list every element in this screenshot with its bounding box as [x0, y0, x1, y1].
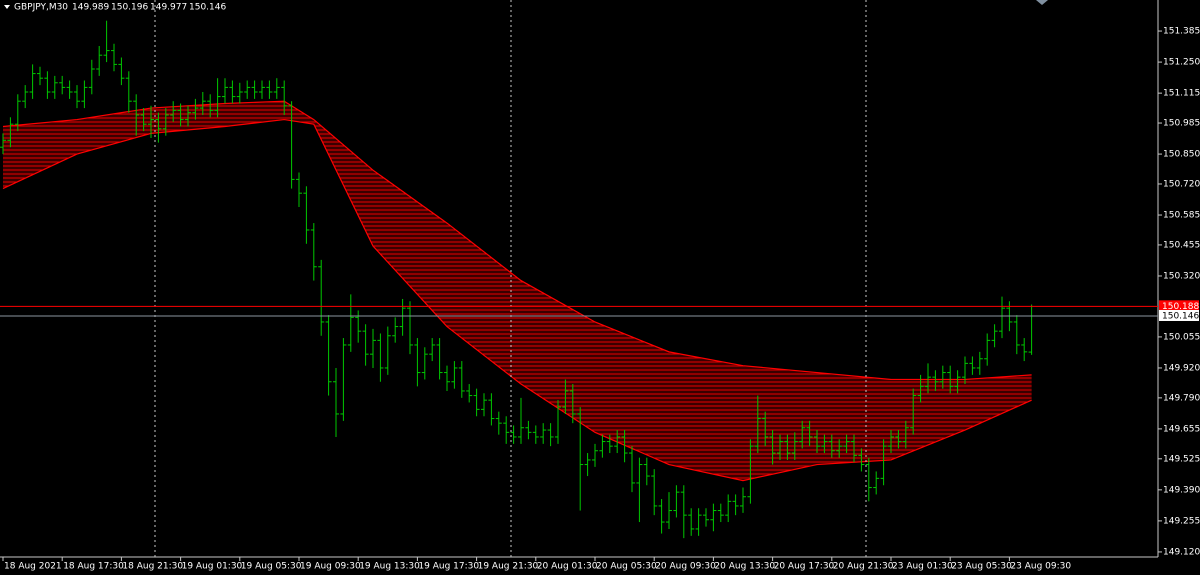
x-tick-label: 20 Aug 09:30: [655, 562, 716, 572]
x-tick-label: 23 Aug 01:30: [892, 562, 953, 572]
header-close: 150.146: [189, 3, 226, 13]
last-label: 150.146: [1162, 311, 1199, 321]
plot: [0, 20, 1035, 539]
y-tick-label: 150.850: [1163, 150, 1200, 160]
ribbon-fill: [3, 101, 1032, 481]
shift-marker[interactable]: [1036, 0, 1048, 5]
y-tick-label: 151.385: [1163, 27, 1200, 37]
header-high: 150.196: [111, 3, 148, 13]
header-open: 149.989: [72, 3, 109, 13]
x-tick-label: 23 Aug 09:30: [1010, 562, 1071, 572]
x-tick-label: 19 Aug 17:30: [418, 562, 479, 572]
x-tick-label: 20 Aug 17:30: [774, 562, 835, 572]
y-tick-label: 149.390: [1163, 485, 1200, 495]
y-tick-label: 149.525: [1163, 454, 1200, 464]
ask-label-box: [1159, 300, 1199, 312]
y-tick-label: 150.055: [1163, 332, 1200, 342]
x-tick-label: 19 Aug 13:30: [359, 562, 420, 572]
x-tick-label: 20 Aug 13:30: [714, 562, 775, 572]
y-tick-label: 150.985: [1163, 119, 1200, 129]
x-tick-label: 19 Aug 01:30: [182, 562, 243, 572]
ask-label: 150.188: [1162, 302, 1199, 312]
y-tick-label: 149.790: [1163, 393, 1200, 403]
header-low: 149.977: [150, 3, 187, 13]
y-tick-label: 149.255: [1163, 516, 1200, 526]
x-tick-label: 23 Aug 05:30: [951, 562, 1012, 572]
x-tick-label: 19 Aug 05:30: [241, 562, 302, 572]
y-tick-label: 149.920: [1163, 363, 1200, 373]
x-tick-label: 18 Aug 17:30: [63, 562, 124, 572]
ribbon-upper: [2, 100, 1032, 381]
header-arrow[interactable]: [4, 5, 10, 9]
x-tick-label: 20 Aug 21:30: [833, 562, 894, 572]
y-tick-label: 149.655: [1163, 424, 1200, 434]
y-tick-label: 150.720: [1163, 179, 1200, 189]
x-tick-label: 18 Aug 2021: [4, 562, 62, 572]
y-tick-label: 150.320: [1163, 271, 1200, 281]
y-tick-label: 150.455: [1163, 240, 1200, 250]
x-tick-label: 19 Aug 09:30: [300, 562, 361, 572]
x-tick-label: 20 Aug 01:30: [537, 562, 598, 572]
x-tick-label: 20 Aug 05:30: [596, 562, 657, 572]
header-symbol: GBPJPY,M30: [14, 3, 68, 13]
y-tick-label: 149.120: [1163, 547, 1200, 557]
y-tick-label: 151.115: [1163, 89, 1200, 99]
y-tick-label: 150.585: [1163, 211, 1200, 221]
x-tick-label: 19 Aug 21:30: [478, 562, 539, 572]
y-tick-label: 151.250: [1163, 58, 1200, 68]
last-label-box: [1159, 309, 1199, 321]
x-tick-label: 18 Aug 21:30: [122, 562, 183, 572]
